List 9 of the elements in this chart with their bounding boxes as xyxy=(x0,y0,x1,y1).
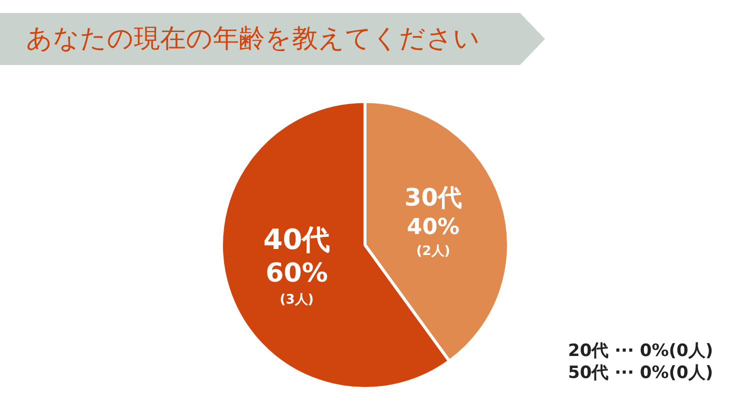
text: 50代 ··· 0%(0人) xyxy=(568,362,714,384)
text: (3人) xyxy=(280,292,314,308)
text: (2人) xyxy=(416,244,450,260)
data-label: 40% xyxy=(406,215,460,240)
chart-title: あなたの現在の年齢を教えてください xyxy=(26,23,480,56)
text: 20代 ··· 0%(0人) xyxy=(568,340,714,362)
slice-label: 40代 xyxy=(263,222,330,256)
slice-label: 30代 xyxy=(404,184,462,212)
data-label: 60% xyxy=(266,258,328,288)
